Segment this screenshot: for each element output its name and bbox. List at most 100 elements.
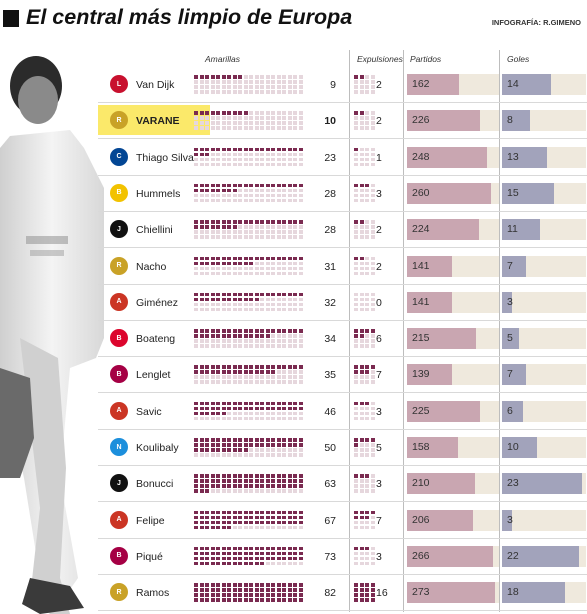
yellow-card-cell	[271, 583, 275, 587]
yellow-card-cell	[282, 220, 286, 224]
yellow-card-cell	[205, 484, 209, 488]
yellow-card-cell	[221, 583, 226, 587]
yellow-card-cell	[210, 588, 215, 592]
yellow-card-cell	[260, 448, 264, 452]
red-card-cell	[370, 75, 375, 79]
yellow-card-cell	[265, 365, 270, 369]
red-card-cell	[365, 380, 369, 384]
yellow-card-cell	[282, 598, 286, 602]
yellow-card-cell	[276, 561, 281, 566]
red-card-cell	[359, 147, 364, 152]
yellow-card-cell	[265, 307, 270, 312]
yellow-card-cell	[276, 75, 281, 79]
yellow-card-cell	[287, 583, 292, 587]
yellow-card-cell	[298, 90, 303, 94]
expulsiones-value: 2	[376, 260, 382, 273]
yellow-card-cell	[260, 546, 264, 551]
yellow-card-cell	[260, 520, 264, 525]
yellow-card-cell	[210, 453, 215, 457]
yellow-card-cell	[271, 75, 275, 79]
yellow-card-cell	[276, 162, 281, 167]
yellow-card-cell	[205, 193, 209, 198]
partidos-value: 248	[412, 150, 430, 163]
row-divider	[98, 247, 587, 249]
yellow-card-cell	[271, 147, 275, 152]
expulsiones-value: 5	[376, 442, 382, 454]
yellow-card-cell	[287, 157, 292, 162]
partidos-value: 266	[412, 549, 430, 562]
yellow-card-cell	[243, 261, 248, 265]
yellow-card-cell	[232, 220, 237, 224]
red-card-cell	[354, 261, 358, 265]
yellow-card-cell	[260, 365, 264, 369]
yellow-card-cell	[216, 593, 220, 597]
goles-bar	[502, 509, 512, 531]
yellow-card-cell	[227, 85, 231, 89]
expulsiones-value: 16	[376, 587, 388, 600]
red-card-cell	[354, 220, 358, 224]
yellow-card-cell	[238, 479, 242, 483]
yellow-card-cell	[243, 515, 248, 520]
red-card-cell	[370, 588, 375, 592]
yellow-card-cell	[210, 183, 215, 188]
yellow-card-cell	[243, 297, 248, 302]
yellow-card-cell	[210, 188, 215, 193]
yellow-card-cell	[293, 292, 297, 297]
yellow-card-cell	[243, 561, 248, 566]
amarillas-value: 23	[324, 151, 336, 164]
yellow-card-cell	[249, 126, 253, 130]
red-card-cell	[370, 365, 375, 369]
yellow-card-cell	[216, 380, 220, 384]
yellow-card-cell	[287, 484, 292, 488]
yellow-card-cell	[210, 520, 215, 525]
yellow-card-cell	[298, 121, 303, 125]
yellow-card-cell	[265, 225, 270, 229]
goles-value: 6	[507, 404, 513, 417]
red-card-cell	[359, 588, 364, 592]
yellow-card-cell	[254, 256, 259, 260]
red-card-cell	[365, 339, 369, 343]
yellow-card-cell	[265, 525, 270, 530]
yellow-card-cell	[265, 292, 270, 297]
row-divider	[98, 428, 587, 430]
yellow-card-cell	[271, 484, 275, 488]
yellow-card-cell	[254, 520, 259, 525]
yellow-card-cell	[243, 188, 248, 193]
yellow-card-cell	[265, 235, 270, 239]
yellow-card-cell	[282, 474, 286, 478]
red-card-cell	[370, 266, 375, 270]
yellow-card-cell	[287, 147, 292, 152]
yellow-card-cell	[287, 411, 292, 416]
goles-value: 3	[507, 513, 513, 526]
yellow-card-cell	[276, 370, 281, 374]
partidos-bar	[407, 146, 487, 168]
yellow-card-cell	[199, 188, 204, 193]
yellow-card-cell	[282, 183, 286, 188]
yellow-card-cell	[238, 593, 242, 597]
red-card-cell	[359, 593, 364, 597]
yellow-card-cell	[260, 489, 264, 493]
red-card-cell	[370, 520, 375, 525]
yellow-card-cell	[287, 556, 292, 561]
red-card-cell	[354, 329, 358, 333]
yellow-card-cell	[276, 230, 281, 234]
expulsiones-squares	[354, 329, 375, 348]
yellow-card-cell	[249, 380, 253, 384]
expulsiones-squares	[354, 183, 375, 203]
yellow-card-cell	[271, 271, 275, 275]
goles-track: 10	[502, 437, 586, 458]
yellow-card-cell	[260, 375, 264, 379]
expulsiones-value: 7	[376, 514, 382, 527]
red-card-cell	[370, 307, 375, 312]
yellow-card-cell	[249, 443, 253, 447]
yellow-card-cell	[232, 474, 237, 478]
column-divider	[349, 50, 350, 612]
yellow-card-cell	[194, 85, 198, 89]
yellow-card-cell	[232, 266, 237, 270]
yellow-card-cell	[282, 334, 286, 338]
red-card-cell	[365, 111, 369, 115]
red-card-cell	[370, 546, 375, 551]
yellow-card-cell	[221, 479, 226, 483]
red-card-cell	[359, 416, 364, 421]
player-name: Hummels	[136, 187, 181, 200]
